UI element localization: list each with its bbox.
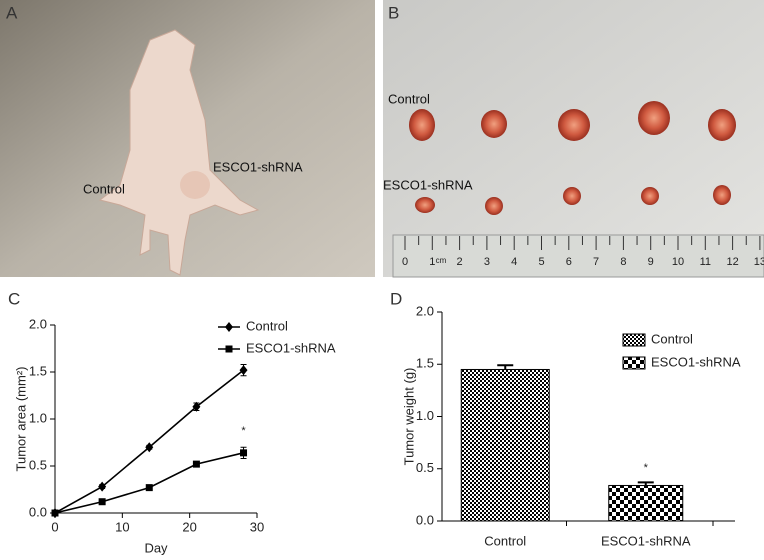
ruler-label: 10	[672, 256, 684, 268]
ruler-label: 12	[726, 256, 738, 268]
y-tick-label: 2.0	[29, 316, 47, 331]
x-tick-label: ESCO1-shRNA	[601, 533, 691, 548]
x-tick-label: 20	[182, 519, 196, 534]
y-tick-label: 1.5	[416, 356, 434, 371]
y-tick-label: 1.0	[416, 408, 434, 423]
y-tick-label: 1.5	[29, 363, 47, 378]
photo-annotation: Control	[388, 91, 430, 106]
ruler-label: 8	[620, 256, 626, 268]
ruler-label: 2	[457, 256, 463, 268]
ruler	[392, 234, 764, 278]
ruler-label: 0	[402, 256, 408, 268]
x-tick-label: Control	[484, 533, 526, 548]
ruler-label: 11	[700, 256, 711, 268]
error-bar	[637, 481, 654, 486]
ruler-label: 9	[648, 256, 654, 268]
ruler-label: 4	[511, 256, 517, 268]
tumor	[180, 171, 210, 199]
series-line	[54, 452, 244, 514]
photo-annotation: ESCO1-shRNA	[383, 177, 473, 192]
error-bar	[497, 364, 514, 370]
series-line	[54, 369, 245, 514]
marker	[98, 498, 106, 506]
marker	[239, 365, 248, 376]
y-axis-label: Tumor area (mm²)	[13, 367, 28, 472]
marker	[192, 460, 200, 468]
x-tick-label: 30	[250, 519, 264, 534]
panel-label: D	[390, 289, 402, 308]
y-tick-label: 0.0	[416, 512, 434, 527]
marker	[240, 449, 248, 457]
y-tick-label: 0.5	[416, 460, 434, 475]
mouse	[98, 29, 260, 276]
legend-swatch	[622, 333, 646, 347]
tumors	[409, 101, 736, 215]
y-tick-label: 0.0	[29, 504, 47, 519]
annotation: *	[644, 462, 649, 474]
ruler-label: 7	[593, 256, 599, 268]
panel-label: B	[388, 3, 399, 22]
y-tick-label: 1.0	[29, 410, 47, 425]
legend-label: ESCO1-shRNA	[246, 340, 336, 355]
y-tick-label: 2.0	[416, 303, 434, 318]
ruler-label: 13	[754, 256, 764, 268]
y-tick-label: 0.5	[29, 457, 47, 472]
x-tick-label: 0	[51, 519, 58, 534]
ruler-label: 1	[429, 256, 435, 268]
marker	[145, 442, 154, 453]
photo-annotation: ESCO1-shRNA	[213, 159, 303, 174]
legend-label: Control	[651, 331, 693, 346]
photo-a: A Control ESCO1-shRNA	[0, 0, 375, 277]
marker	[192, 401, 201, 412]
legend-label: ESCO1-shRNA	[651, 354, 741, 369]
x-axis-label: Day	[144, 540, 168, 555]
annotation: *	[241, 425, 246, 437]
y-axis-label: Tumor weight (g)	[401, 368, 416, 466]
marker	[145, 484, 153, 492]
marker	[51, 509, 59, 517]
bar	[460, 368, 550, 522]
ruler-label: 6	[566, 256, 572, 268]
photo-annotation: Control	[83, 181, 125, 196]
ruler-label: 3	[484, 256, 490, 268]
legend-label: Control	[246, 318, 288, 333]
ruler-label: 5	[538, 256, 544, 268]
marker	[98, 481, 107, 492]
panel-label: C	[8, 289, 20, 308]
charts: C 0.0 0.5 1.0 1.5 2.0 0 10 20 30 Day Tumor area (mm…	[8, 289, 741, 555]
legend-marker	[225, 345, 233, 353]
legend-swatch	[622, 356, 646, 370]
x-tick-label: 10	[115, 519, 129, 534]
legend-marker	[225, 322, 233, 332]
bar	[608, 484, 684, 522]
ruler-unit: cm	[436, 256, 447, 265]
panel-label: A	[6, 3, 18, 22]
